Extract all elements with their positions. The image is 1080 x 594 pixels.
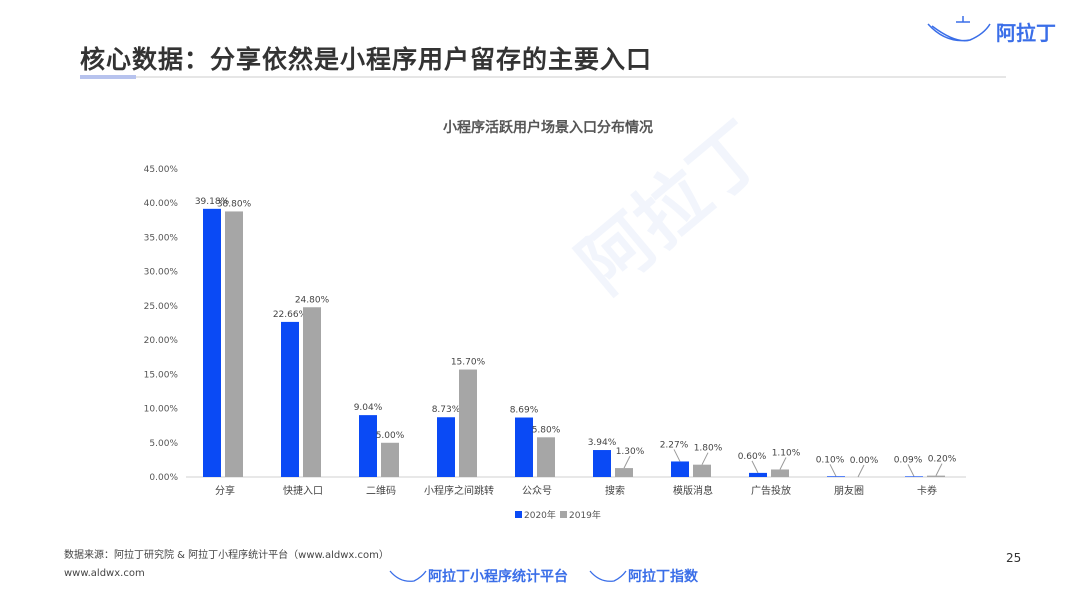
leader-line: [779, 457, 787, 470]
bar-2020年: [905, 476, 923, 477]
x-tick-label: 朋友圈: [834, 484, 864, 497]
y-tick-label: 40.00%: [144, 199, 179, 209]
data-label: 24.80%: [295, 295, 330, 305]
bar-2019年: [693, 464, 711, 477]
data-label: 5.80%: [532, 425, 561, 435]
x-tick-label: 模版消息: [673, 484, 713, 497]
lamp-icon: [389, 570, 427, 582]
data-label: 0.20%: [928, 455, 957, 465]
bar-2019年: [381, 442, 399, 477]
bar-2019年: [225, 211, 243, 478]
footer-logo-index: 阿拉丁指数: [588, 566, 698, 586]
leader-line: [751, 460, 759, 474]
leader-line: [829, 464, 837, 477]
title-accent: [80, 75, 136, 79]
bar-2019年: [927, 475, 945, 477]
bar-2019年: [615, 468, 633, 477]
page-number: 25: [1006, 551, 1022, 565]
x-tick-label: 卡券: [917, 484, 937, 497]
x-tick-label: 分享: [215, 484, 235, 497]
legend-swatch-2019: [560, 511, 567, 518]
bar-2019年: [771, 469, 789, 477]
data-label: 0.10%: [816, 455, 845, 465]
bar-2020年: [359, 415, 377, 477]
data-label: 39.18%: [195, 197, 230, 207]
data-label: 9.04%: [354, 403, 383, 413]
brand-logo: 阿拉丁: [926, 14, 1056, 48]
x-tick-label: 搜索: [605, 484, 625, 497]
footer-logo-platform: 阿拉丁小程序统计平台: [388, 566, 568, 586]
data-label: 15.70%: [451, 358, 486, 368]
x-tick-label: 小程序之间跳转: [424, 484, 494, 497]
y-tick-label: 25.00%: [144, 302, 179, 312]
data-label: 8.69%: [510, 406, 539, 416]
title-divider: [80, 76, 1006, 78]
data-label: 38.80%: [217, 199, 252, 209]
bar-2020年: [437, 417, 455, 477]
bar-2020年: [827, 476, 845, 477]
y-tick-label: 20.00%: [144, 336, 179, 346]
bar-2020年: [593, 450, 611, 477]
data-label: 1.10%: [772, 448, 801, 458]
x-tick-label: 快捷入口: [283, 484, 323, 497]
legend-label-2019: 2019年: [569, 509, 601, 521]
chart-title: 小程序活跃用户场景入口分布情况: [443, 119, 653, 136]
leader-line: [935, 463, 943, 476]
y-tick-label: 10.00%: [144, 405, 179, 415]
data-label: 3.94%: [588, 438, 617, 448]
legend-swatch-2020: [515, 511, 522, 518]
leader-line: [701, 452, 709, 465]
data-label: 1.30%: [616, 447, 645, 457]
leader-line: [907, 464, 915, 477]
leader-line: [673, 449, 681, 462]
bar-2020年: [749, 472, 767, 477]
logo-text: 阿拉丁: [996, 20, 1056, 45]
footer-logo-text: 阿拉丁小程序统计平台: [428, 569, 568, 585]
y-tick-label: 5.00%: [149, 439, 178, 449]
data-label: 0.00%: [850, 456, 879, 466]
leader-line: [857, 464, 865, 478]
y-tick-label: 35.00%: [144, 233, 179, 243]
lamp-icon: [927, 16, 991, 42]
bar-2020年: [281, 321, 299, 477]
bar-2019年: [537, 437, 555, 477]
data-label: 0.60%: [738, 452, 767, 462]
bar-2019年: [459, 369, 477, 477]
data-label: 8.73%: [432, 405, 461, 415]
source-note: 数据来源：阿拉丁研究院 & 阿拉丁小程序统计平台（www.aldwx.com）: [64, 550, 389, 561]
footer-logo-text: 阿拉丁指数: [628, 569, 698, 585]
x-tick-label: 公众号: [522, 485, 552, 497]
bar-2020年: [671, 461, 689, 477]
y-tick-label: 30.00%: [144, 268, 179, 278]
leader-line: [623, 455, 631, 469]
bar-2019年: [303, 307, 321, 477]
page-title: 核心数据：分享依然是小程序用户留存的主要入口: [80, 45, 653, 74]
y-tick-label: 15.00%: [144, 370, 179, 380]
legend-label-2020: 2020年: [524, 509, 556, 521]
data-label: 22.66%: [273, 310, 308, 320]
bar-2020年: [515, 417, 533, 477]
y-tick-label: 45.00%: [144, 165, 179, 175]
x-tick-label: 广告投放: [751, 484, 791, 497]
y-tick-label: 0.00%: [149, 473, 178, 483]
data-label: 0.09%: [894, 455, 923, 465]
data-label: 2.27%: [660, 440, 689, 450]
website-link[interactable]: www.aldwx.com: [64, 568, 145, 579]
data-label: 5.00%: [376, 431, 405, 441]
bar-2020年: [203, 208, 221, 478]
lamp-icon: [589, 570, 627, 582]
data-label: 1.80%: [694, 444, 723, 454]
x-tick-label: 二维码: [366, 484, 396, 497]
